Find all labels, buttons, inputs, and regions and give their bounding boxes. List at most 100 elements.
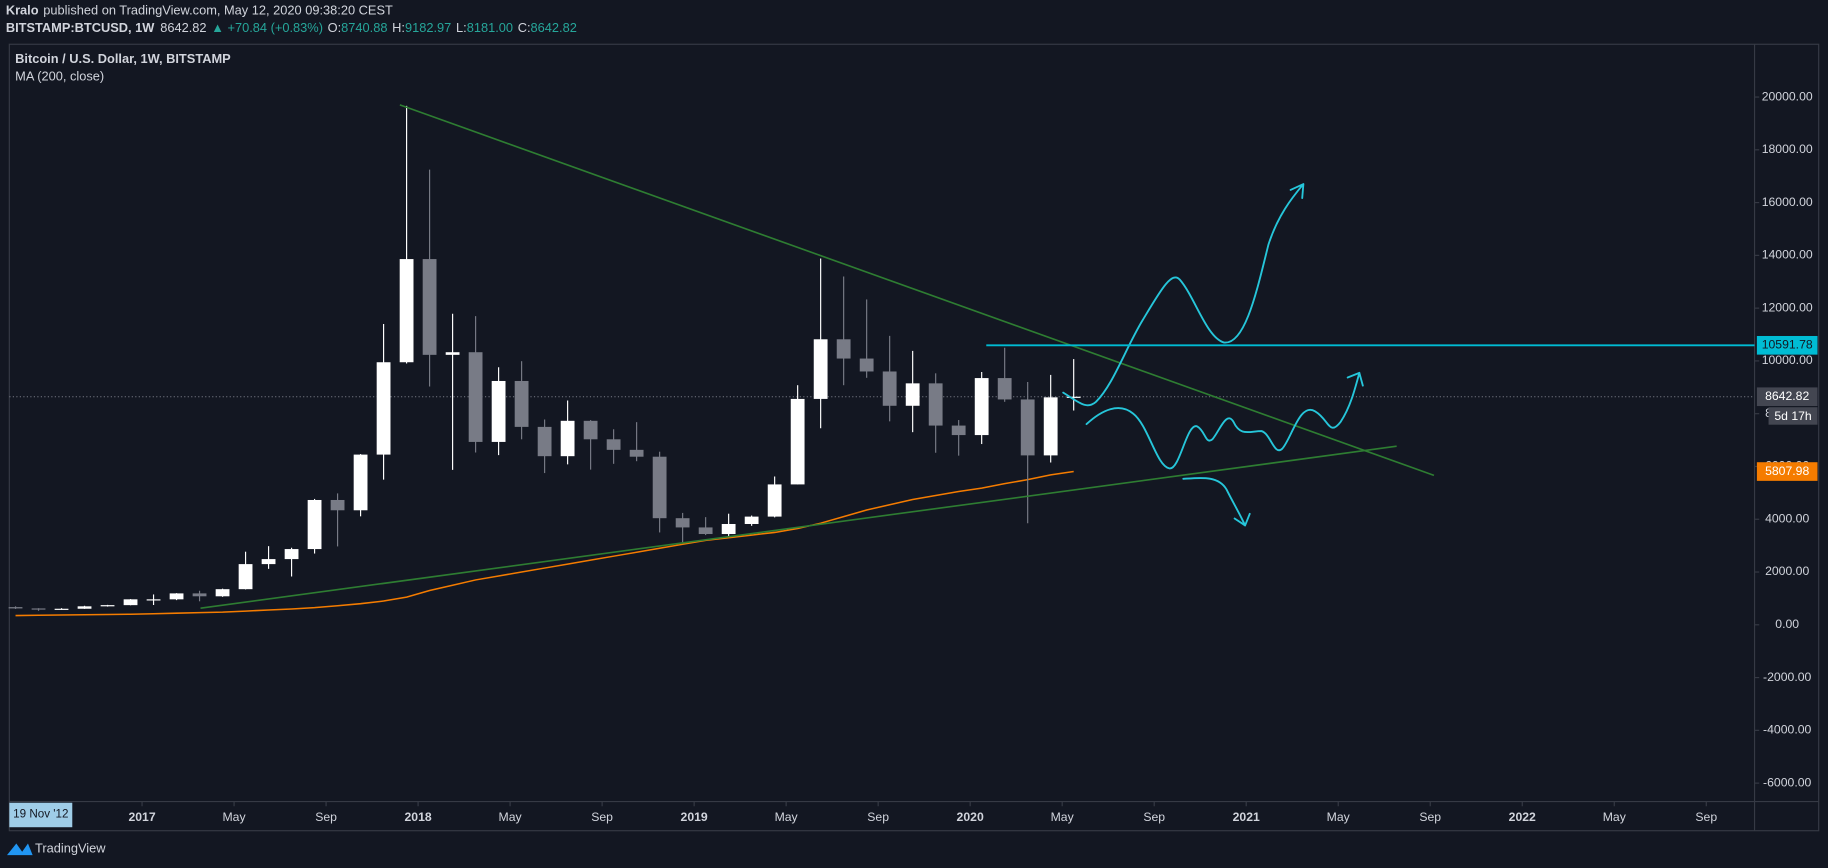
candle-body xyxy=(238,564,253,590)
x-tick-label: May xyxy=(1327,810,1351,824)
candle-body xyxy=(54,608,69,610)
y-tick-label: 0.00 xyxy=(1775,617,1799,631)
x-tick-label: May xyxy=(1051,810,1075,824)
candle-body xyxy=(353,454,368,511)
candle-body xyxy=(928,383,943,426)
y-tick-label: -6000.00 xyxy=(1763,775,1811,789)
candle-body xyxy=(31,608,46,610)
candle-body xyxy=(537,426,552,457)
candle-body xyxy=(468,352,483,442)
candle-body xyxy=(445,352,460,355)
x-tick-label: Sep xyxy=(591,810,613,824)
y-tick-label: -4000.00 xyxy=(1763,723,1811,737)
y-tick-label: 2000.00 xyxy=(1765,564,1809,578)
x-tick-label: 2017 xyxy=(128,810,155,824)
candle-body xyxy=(1043,397,1058,456)
price: 8642.82 xyxy=(160,21,206,36)
x-tick-label: Sep xyxy=(1419,810,1441,824)
y-tick-label: 16000.00 xyxy=(1762,195,1813,209)
indicator-label: MA (200, close) xyxy=(15,68,104,83)
candle-body xyxy=(721,523,736,535)
ma-line xyxy=(15,470,1074,617)
candle-body xyxy=(583,420,598,440)
candle-body xyxy=(422,259,437,355)
candle-body xyxy=(284,549,299,560)
hand-drawn-arrow xyxy=(1062,183,1305,407)
hand-drawn-arrow xyxy=(1182,477,1251,527)
price-label-box xyxy=(1756,335,1818,355)
y-tick-label: -2000.00 xyxy=(1763,670,1811,684)
candle-body xyxy=(330,499,345,511)
x-tick-label: May xyxy=(775,810,799,824)
candle-body xyxy=(514,380,529,427)
price-label: 8642.82 xyxy=(1765,389,1809,403)
candle-body xyxy=(882,371,897,406)
candle-body xyxy=(698,527,713,535)
x-tick-label: Sep xyxy=(1695,810,1717,824)
plot xyxy=(8,105,1755,617)
candle-body xyxy=(77,606,92,609)
candle-body xyxy=(629,449,644,457)
y-tick-label: 12000.00 xyxy=(1762,300,1813,314)
price-label: 5807.98 xyxy=(1765,464,1809,478)
ohlc-value: 8740.88 xyxy=(341,21,387,36)
x-tick-label: May xyxy=(223,810,247,824)
countdown: 5d 17h xyxy=(1774,409,1811,423)
candle-body xyxy=(169,593,184,600)
candle-body xyxy=(376,362,391,455)
trend-line xyxy=(200,445,1397,609)
candle-body xyxy=(1020,399,1035,456)
candle-body xyxy=(813,339,828,399)
brand: TradingView xyxy=(35,841,106,856)
candle-body xyxy=(974,378,989,436)
candle-body xyxy=(399,259,414,363)
crosshair-label-box xyxy=(9,802,73,828)
candle-body xyxy=(606,439,621,450)
y-tick-label: 20000.00 xyxy=(1762,89,1813,103)
change: ▲ +70.84 (+0.83%) xyxy=(211,21,323,36)
x-tick-label: May xyxy=(499,810,523,824)
candle-body xyxy=(307,499,322,550)
candle-body xyxy=(744,516,759,524)
candle-body xyxy=(192,593,207,597)
chart-frame xyxy=(8,43,1820,832)
candle-body xyxy=(790,398,805,485)
candle-body xyxy=(100,605,115,607)
crosshair-label: 19 Nov '12 xyxy=(13,807,68,820)
x-tick-label: May xyxy=(1603,810,1627,824)
candle-body xyxy=(997,378,1012,400)
candle-body xyxy=(767,484,782,517)
hand-drawn-arrow xyxy=(1085,371,1364,470)
candle-body xyxy=(905,383,920,406)
ohlc-value: 8181.00 xyxy=(467,21,513,36)
countdown-box xyxy=(1768,407,1818,425)
logo xyxy=(6,843,33,856)
candle-body xyxy=(1066,396,1081,398)
candle-body xyxy=(215,589,230,597)
publish-line: Kralo published on TradingView.com, May 1… xyxy=(6,3,393,18)
trend-line xyxy=(399,104,1435,477)
ohlc-value: 8642.82 xyxy=(531,21,577,36)
ohlc-label: H: xyxy=(392,21,405,36)
ohlc-value: 9182.97 xyxy=(405,21,451,36)
symbol: BITSTAMP:BTCUSD, 1W xyxy=(6,21,155,36)
ohlc-label: C: xyxy=(518,21,531,36)
x-tick-label: Sep xyxy=(315,810,337,824)
x-tick-label: Sep xyxy=(1143,810,1165,824)
y-tick-label: 4000.00 xyxy=(1765,511,1809,525)
candle-body xyxy=(859,358,874,372)
candle-body xyxy=(123,599,138,606)
candle-body xyxy=(146,599,161,601)
ohlc-label: L: xyxy=(456,21,467,36)
candle-body xyxy=(652,456,667,519)
x-tick-label: 2021 xyxy=(1233,810,1260,824)
x-tick-label: 2020 xyxy=(957,810,984,824)
ohlc-label: O: xyxy=(328,21,342,36)
price-label: 10591.78 xyxy=(1762,338,1813,352)
x-tick-label: 2018 xyxy=(404,810,431,824)
candle-body xyxy=(261,559,276,565)
price-label-box xyxy=(1756,462,1818,481)
